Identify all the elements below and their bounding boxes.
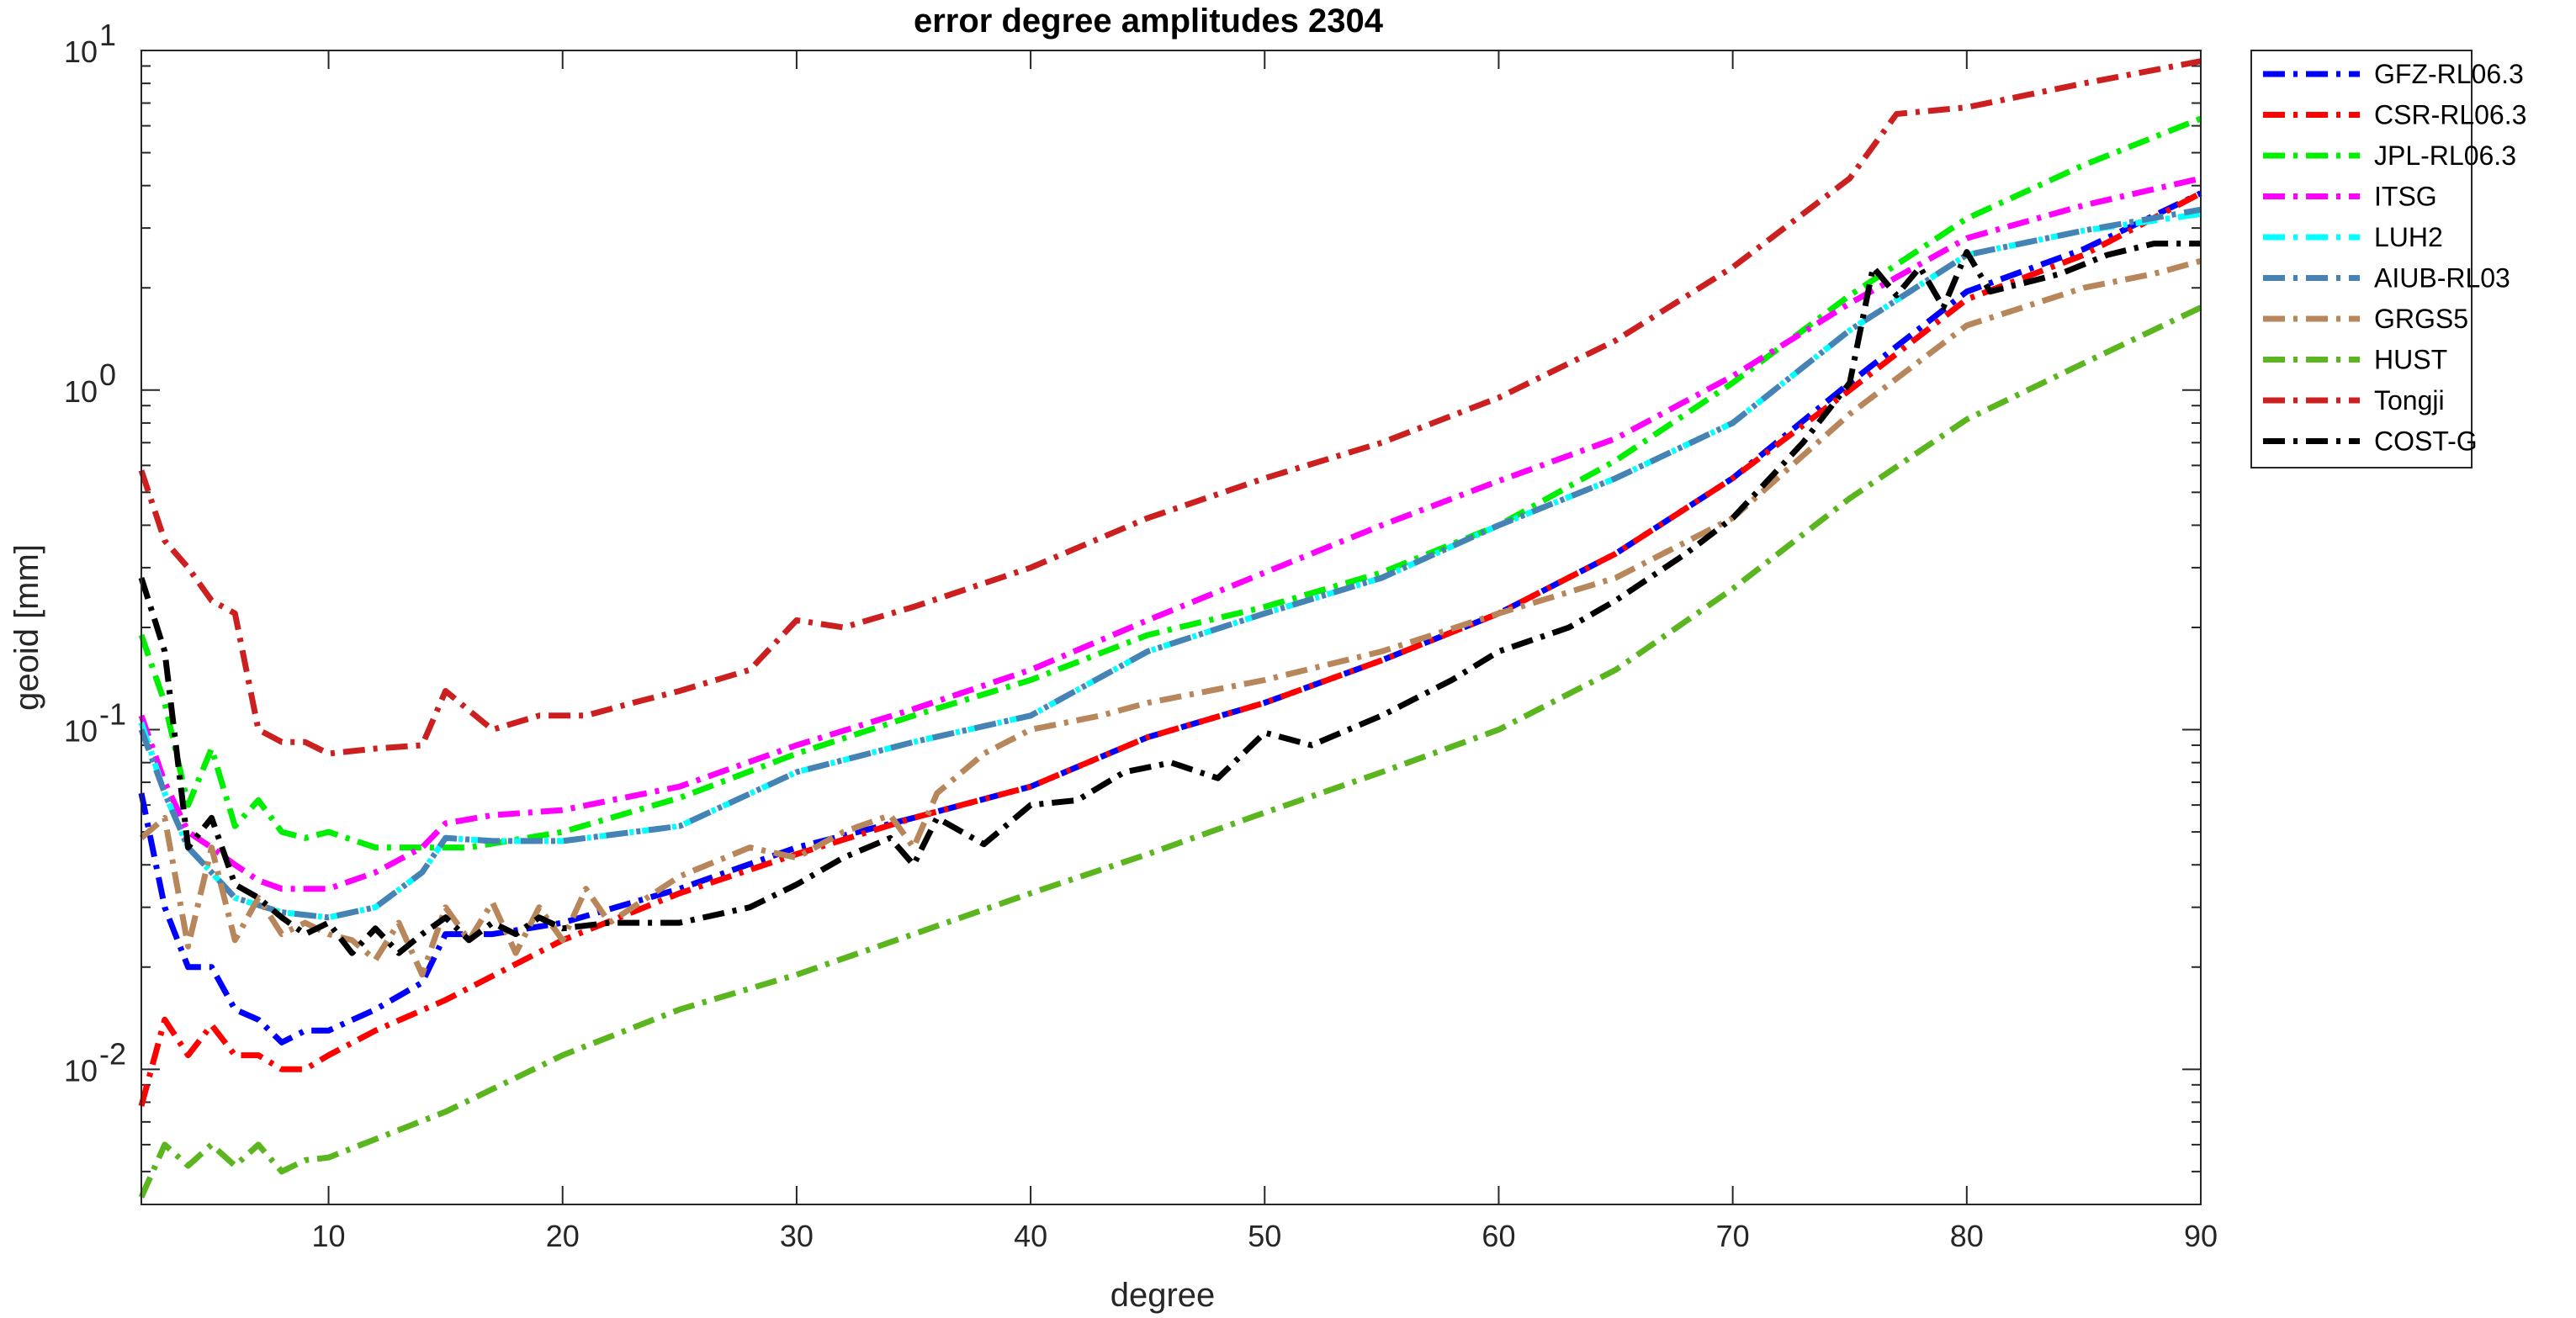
y-tick-exponent: -2 <box>99 1036 126 1071</box>
x-tick-label: 10 <box>312 1219 346 1253</box>
series-line-gfz-rl06-3 <box>138 190 2202 1045</box>
series-line-itsg <box>138 175 2202 892</box>
series-line-grgs5 <box>139 257 2202 978</box>
y-tick-label: 10 <box>64 34 98 69</box>
legend-label-csr-rl06-3: CSR-RL06.3 <box>2374 100 2526 130</box>
series-layer <box>138 58 2202 1199</box>
legend-label-cost-g: COST-G <box>2374 426 2478 457</box>
legend-label-hust: HUST <box>2374 345 2447 375</box>
legend-label-gfz-rl06-3: GFZ-RL06.3 <box>2374 59 2524 89</box>
legend-label-tongji: Tongji <box>2374 385 2445 416</box>
x-tick-label: 20 <box>546 1219 580 1253</box>
legend-label-grgs5: GRGS5 <box>2374 304 2468 334</box>
x-axis-label: degree <box>1110 1277 1216 1314</box>
x-tick-label: 30 <box>780 1219 814 1253</box>
legend-label-jpl-rl06-3: JPL-RL06.3 <box>2374 140 2516 171</box>
y-axis-label: geoid [mm] <box>8 544 45 711</box>
plot-frame <box>140 50 2202 1205</box>
series-line-csr-rl06-3 <box>138 190 2202 1107</box>
legend-box <box>2250 50 2473 468</box>
x-tick-label: 50 <box>1248 1219 1281 1253</box>
y-tick-label: 10 <box>64 374 98 409</box>
chart-title: error degree amplitudes 2304 <box>914 3 1384 40</box>
series-line-jpl-rl06-3 <box>138 115 2202 851</box>
y-tick-label: 10 <box>64 1053 98 1088</box>
legend-label-luh2: LUH2 <box>2374 222 2443 252</box>
y-tick-label: 10 <box>64 714 98 749</box>
legend: GFZ-RL06.3 CSR-RL06.3 JPL-RL06.3 ITSG LUH2 AI… <box>2250 50 2526 468</box>
series-line-aiub-rl03 <box>138 206 2202 921</box>
y-tick-exponent: -1 <box>99 697 126 732</box>
x-tick-label: 90 <box>2184 1219 2218 1253</box>
y-tick-exponent: 1 <box>99 18 116 52</box>
x-tick-label: 40 <box>1014 1219 1047 1253</box>
x-tick-label: 80 <box>1950 1219 1984 1253</box>
series-line-tongji <box>138 58 2202 757</box>
x-tick-label: 70 <box>1716 1219 1750 1253</box>
y-tick-exponent: 0 <box>99 357 116 392</box>
series-line-hust <box>138 304 2202 1199</box>
x-tick-label: 60 <box>1481 1219 1515 1253</box>
series-line-cost-g <box>138 241 2201 956</box>
legend-label-itsg: ITSG <box>2374 182 2437 212</box>
legend-label-aiub-rl03: AIUB-RL03 <box>2374 263 2510 294</box>
